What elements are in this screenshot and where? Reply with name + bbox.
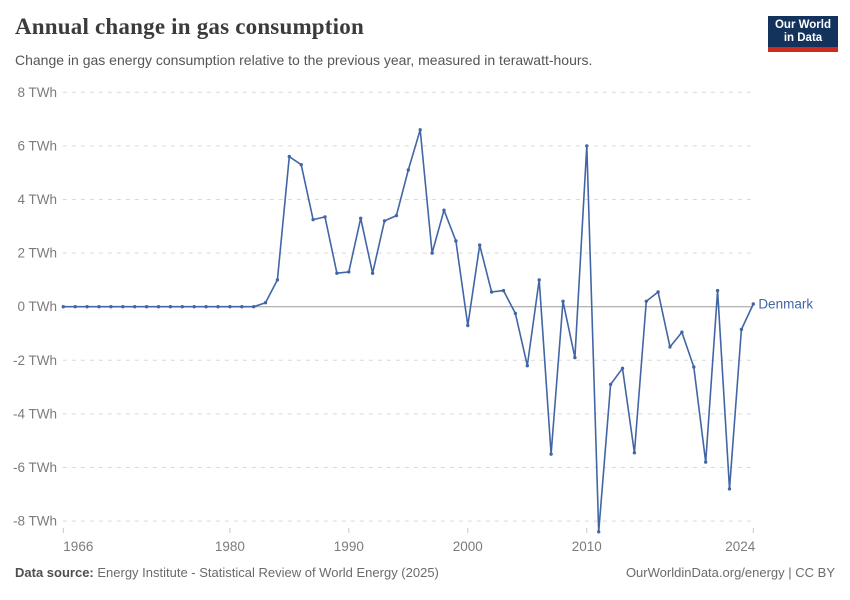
data-point[interactable] xyxy=(97,305,101,309)
data-point[interactable] xyxy=(608,382,613,387)
owid-logo-line1: Our World xyxy=(774,18,831,31)
series-line-denmark[interactable] xyxy=(62,129,755,533)
data-point[interactable] xyxy=(228,305,232,309)
x-axis-tick-label: 2010 xyxy=(572,539,602,554)
data-point[interactable] xyxy=(121,305,125,309)
data-point[interactable] xyxy=(573,355,577,360)
data-point[interactable] xyxy=(442,208,446,212)
y-axis-tick-label: -4 TWh xyxy=(13,406,57,421)
x-axis-tick-label: 2024 xyxy=(725,539,756,554)
data-point[interactable] xyxy=(739,327,744,332)
chart-subtitle: Change in gas energy consumption relativ… xyxy=(15,52,593,68)
data-point[interactable] xyxy=(513,311,518,316)
data-point[interactable] xyxy=(501,288,506,293)
data-point[interactable] xyxy=(335,271,339,275)
data-point[interactable] xyxy=(287,154,291,159)
owid-logo-red-bar xyxy=(768,47,838,52)
data-point[interactable] xyxy=(537,278,541,282)
data-point[interactable] xyxy=(109,305,113,309)
data-point[interactable] xyxy=(133,305,137,309)
data-point[interactable] xyxy=(61,305,65,309)
data-point[interactable] xyxy=(359,216,363,220)
data-source-text: Energy Institute - Statistical Review of… xyxy=(93,565,439,580)
data-point[interactable] xyxy=(727,487,732,491)
data-point[interactable] xyxy=(680,330,684,334)
data-source-prefix: Data source: xyxy=(15,565,94,580)
data-point[interactable] xyxy=(85,305,89,309)
page-title: Annual change in gas consumption xyxy=(15,14,364,39)
data-point[interactable] xyxy=(299,163,303,167)
data-point[interactable] xyxy=(668,345,672,349)
x-axis-tick-label: 1990 xyxy=(334,539,364,554)
data-point[interactable] xyxy=(406,168,410,172)
data-point[interactable] xyxy=(644,299,648,303)
data-point[interactable] xyxy=(168,305,173,309)
y-axis-tick-label: 4 TWh xyxy=(17,192,57,207)
y-axis-tick-label: 0 TWh xyxy=(17,299,57,314)
data-point[interactable] xyxy=(597,530,601,534)
x-axis-tick-label: 1980 xyxy=(215,539,245,554)
y-axis-tick-label: -2 TWh xyxy=(13,353,57,368)
y-axis-tick-label: 6 TWh xyxy=(17,138,57,153)
data-point[interactable] xyxy=(715,288,720,293)
data-point[interactable] xyxy=(180,305,184,309)
data-point[interactable] xyxy=(656,290,660,294)
data-point[interactable] xyxy=(73,305,77,309)
data-point[interactable] xyxy=(620,366,625,370)
owid-logo[interactable]: Our World in Data xyxy=(768,16,838,47)
y-axis-tick-label: -6 TWh xyxy=(13,460,57,475)
data-point[interactable] xyxy=(311,217,315,222)
data-point[interactable] xyxy=(430,251,434,255)
data-point[interactable] xyxy=(632,451,637,455)
data-point[interactable] xyxy=(323,215,327,219)
x-axis-tick-label: 2000 xyxy=(453,539,483,554)
x-axis-tick-label: 1966 xyxy=(63,539,93,554)
data-source: Data source: Energy Institute - Statisti… xyxy=(15,565,439,580)
data-point[interactable] xyxy=(478,243,482,247)
credit-link[interactable]: OurWorldinData.org/energy | CC BY xyxy=(625,565,835,580)
data-point[interactable] xyxy=(525,364,529,368)
data-point[interactable] xyxy=(489,290,494,294)
data-point[interactable] xyxy=(751,302,755,306)
owid-logo-line2: in Data xyxy=(783,31,823,44)
data-point[interactable] xyxy=(347,270,351,274)
data-point[interactable] xyxy=(192,305,196,309)
data-point[interactable] xyxy=(394,213,399,218)
data-point[interactable] xyxy=(382,219,387,223)
data-point[interactable] xyxy=(704,460,708,464)
y-axis-tick-label: 8 TWh xyxy=(17,85,57,100)
data-point[interactable] xyxy=(156,305,161,309)
data-point[interactable] xyxy=(561,299,565,303)
data-point[interactable] xyxy=(692,365,696,369)
y-axis-tick-label: 2 TWh xyxy=(17,246,57,261)
series-label-denmark[interactable]: Denmark xyxy=(758,297,813,312)
data-point[interactable] xyxy=(252,305,256,309)
data-point[interactable] xyxy=(240,305,244,309)
data-point[interactable] xyxy=(466,323,470,328)
data-point[interactable] xyxy=(216,305,220,309)
data-point[interactable] xyxy=(275,278,280,282)
data-point[interactable] xyxy=(549,452,553,456)
data-point[interactable] xyxy=(418,128,422,132)
y-axis-tick-label: -8 TWh xyxy=(13,514,57,529)
data-point[interactable] xyxy=(585,144,589,148)
data-point[interactable] xyxy=(144,305,149,309)
data-point[interactable] xyxy=(454,239,458,243)
data-point[interactable] xyxy=(204,305,208,309)
data-point[interactable] xyxy=(263,301,268,305)
data-point[interactable] xyxy=(370,271,375,275)
